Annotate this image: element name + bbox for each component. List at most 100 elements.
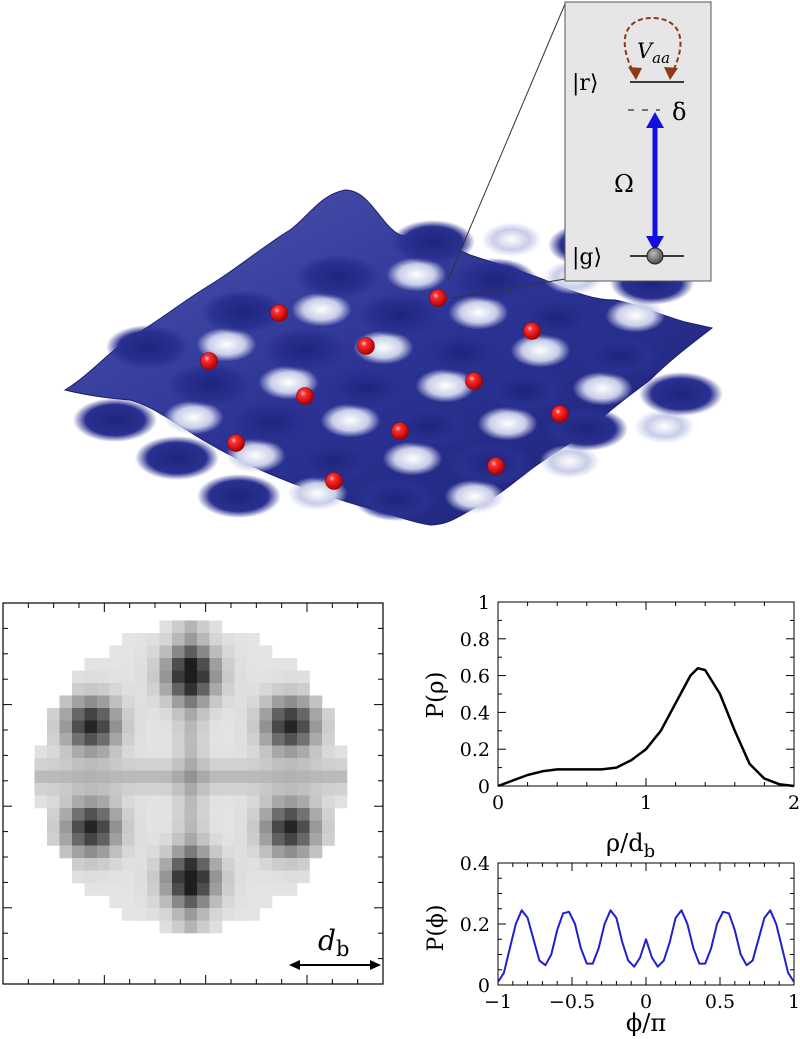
lattice-peak — [539, 444, 600, 479]
density-pixel — [147, 833, 160, 846]
density-pixel — [222, 845, 235, 859]
density-pixel — [247, 758, 260, 771]
density-pixel — [284, 795, 298, 809]
density-pixel — [72, 795, 85, 809]
density-pixel — [172, 845, 185, 859]
density-pixel — [184, 758, 198, 771]
density-pixel — [247, 858, 260, 871]
density-pixel — [209, 683, 223, 696]
density-pixel — [184, 858, 198, 871]
y-tick-label: 0.6 — [460, 666, 490, 688]
density-pixel — [84, 833, 98, 846]
density-pixel — [222, 733, 235, 746]
y-tick-label: 0 — [478, 975, 490, 997]
y-tick-label: 0 — [478, 776, 490, 798]
density-pixel — [97, 858, 110, 871]
scale-bar-arrow-right — [370, 960, 381, 970]
density-pixel — [197, 658, 210, 671]
density-pixel — [159, 795, 173, 809]
density-pixel — [234, 758, 248, 771]
density-pixel — [134, 808, 148, 821]
density-pixel — [122, 833, 135, 846]
density-pixel — [322, 770, 335, 784]
chart1-ylabel: P(ρ) — [423, 672, 449, 719]
density-pixel — [109, 708, 123, 721]
lattice-peak — [572, 371, 633, 406]
density-pixel — [122, 858, 135, 871]
density-pixel — [222, 908, 235, 921]
density-pixel — [109, 658, 123, 671]
density-pixel — [72, 683, 85, 696]
density-pixel — [322, 808, 335, 821]
density-pixel — [97, 708, 110, 721]
rydberg-atom — [270, 304, 288, 322]
density-pixel — [272, 770, 285, 784]
density-pixel — [159, 683, 173, 696]
density-pixel — [147, 670, 160, 684]
density-pixel — [159, 895, 173, 909]
density-pixel — [159, 870, 173, 884]
lattice-well — [391, 220, 475, 264]
density-pixel — [209, 795, 223, 809]
density-pixel — [209, 808, 223, 821]
density-pixel — [109, 870, 123, 884]
density-pixel — [272, 858, 285, 871]
density-pixel — [122, 645, 135, 659]
y-tick-label: 0.2 — [460, 914, 490, 936]
rydberg-atom — [200, 352, 218, 370]
density-pixel — [72, 820, 85, 834]
density-pixel — [297, 683, 310, 696]
density-pixel — [72, 708, 85, 721]
rydberg-atom — [465, 372, 483, 390]
density-pixel — [284, 758, 298, 771]
density-pixel — [159, 808, 173, 821]
density-pixel — [222, 745, 235, 759]
density-pixel — [122, 770, 135, 784]
density-pixel — [234, 845, 248, 859]
density-pixel — [284, 683, 298, 696]
density-pixel — [272, 820, 285, 834]
density-pixel — [134, 758, 148, 771]
density-pixel — [59, 708, 73, 721]
density-pixel — [197, 808, 210, 821]
density-pixel — [197, 833, 210, 846]
x-tick-label: 1 — [788, 991, 800, 1013]
density-pixel — [222, 870, 235, 884]
rydberg-atom — [391, 422, 409, 440]
density-pixel — [259, 720, 273, 734]
density-pixel — [272, 733, 285, 746]
lattice-peak — [510, 333, 571, 368]
density-pixel — [122, 895, 135, 909]
lattice-well — [325, 366, 409, 410]
density-pixel — [234, 645, 248, 659]
lattice-peak — [481, 222, 542, 257]
density-pixel — [134, 633, 148, 646]
density-pixel — [222, 795, 235, 809]
density-pixel — [234, 670, 248, 684]
density-pixel — [184, 870, 198, 884]
density-pixel — [197, 645, 210, 659]
density-pixel — [184, 820, 198, 834]
density-pixel — [322, 720, 335, 734]
density-pixel — [47, 708, 60, 721]
density-pixel — [247, 770, 260, 784]
density-pixel — [259, 758, 273, 771]
density-pixel — [109, 783, 123, 796]
density-pixel — [97, 658, 110, 671]
density-pixel — [284, 808, 298, 821]
ground-atom-icon — [646, 247, 664, 265]
density-pixel — [172, 808, 185, 821]
density-pixel — [259, 645, 273, 659]
density-pixel — [134, 708, 148, 721]
density-pixel — [72, 733, 85, 746]
rydberg-state-label: |r⟩ — [572, 71, 599, 96]
density-pixel — [109, 770, 123, 784]
density-pixel — [222, 770, 235, 784]
lattice-peak — [634, 409, 695, 444]
density-pixel — [122, 783, 135, 796]
density-pixel — [309, 695, 323, 709]
density-pixel — [122, 708, 135, 721]
density-pixel — [134, 883, 148, 896]
density-pixel — [184, 720, 198, 734]
density-pixel — [59, 758, 73, 771]
